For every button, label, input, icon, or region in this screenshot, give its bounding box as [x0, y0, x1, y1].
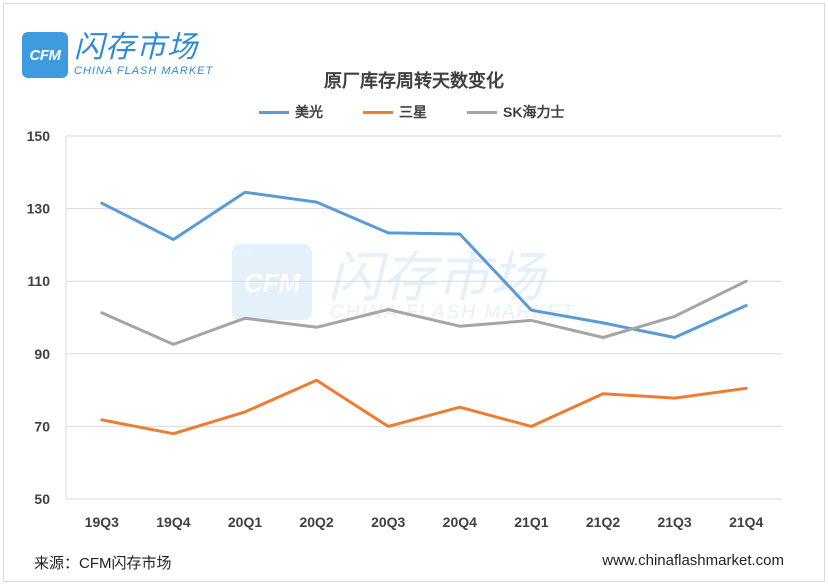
legend-item-skhynix: SK海力士 — [467, 102, 564, 122]
cfm-logo-cn-name: 闪存市场 — [74, 31, 198, 64]
x-tick-label: 20Q2 — [299, 514, 333, 530]
legend-label-skhynix: SK海力士 — [503, 104, 565, 120]
watermark-badge-text: CFM — [244, 268, 302, 298]
y-tick-label: 150 — [27, 128, 51, 144]
cfm-logo-en-name: CHINA FLASH MARKET — [74, 65, 214, 77]
website-url: www.chinaflashmarket.com — [602, 552, 784, 569]
series-lines — [100, 190, 748, 436]
chart-title: 原厂库存周转天数变化 — [324, 71, 504, 91]
legend-item-samsung: 三星 — [363, 102, 427, 122]
x-tick-label: 20Q3 — [371, 514, 405, 530]
x-tick-label: 19Q4 — [156, 514, 190, 530]
x-tick-label: 20Q1 — [228, 514, 262, 530]
x-tick-label: 21Q3 — [657, 514, 691, 530]
y-axis: 50 70 90 110 130 150 — [27, 128, 51, 507]
series-line-micron — [100, 190, 748, 339]
series-line-skhynix — [100, 279, 748, 346]
series-line-samsung — [100, 378, 748, 436]
x-tick-label: 21Q2 — [586, 514, 620, 530]
chart-frame: CFM 闪存市场 CHINA FLASH MARKET 原厂库存周转天数变化 美… — [3, 3, 825, 582]
legend-swatch-skhynix — [467, 110, 497, 114]
x-tick-label: 21Q1 — [514, 514, 548, 530]
y-tick-label: 90 — [34, 346, 50, 362]
x-tick-label: 20Q4 — [443, 514, 477, 530]
legend-label-samsung: 三星 — [399, 104, 427, 120]
legend-label-micron: 美光 — [295, 104, 323, 120]
watermark-badge — [232, 244, 312, 320]
cfm-logo: CFM 闪存市场 CHINA FLASH MARKET — [22, 32, 213, 78]
legend-swatch-micron — [259, 110, 289, 114]
watermark-en-name: CHINA FLASH MARKET — [330, 302, 575, 323]
x-tick-label: 19Q3 — [85, 514, 119, 530]
watermark-cn-name: 闪存市场 — [328, 246, 548, 309]
gridlines — [65, 135, 782, 500]
y-tick-label: 130 — [27, 201, 51, 217]
x-tick-label: 21Q4 — [729, 514, 763, 530]
cfm-logo-text: 闪存市场 CHINA FLASH MARKET — [74, 33, 213, 77]
chart-legend: 美光 三星 SK海力士 — [259, 102, 564, 122]
x-axis: 19Q3 19Q4 20Q1 20Q2 20Q3 20Q4 21Q1 21Q2 21Q3 21Q4 — [85, 514, 764, 530]
y-tick-label: 50 — [34, 491, 50, 507]
watermark: CFM 闪存市场 CHINA FLASH MARKET — [232, 244, 575, 323]
y-tick-label: 70 — [34, 418, 50, 434]
cfm-logo-badge: CFM — [22, 32, 68, 78]
y-tick-label: 110 — [27, 273, 50, 289]
source-note: 来源：CFM闪存市场 — [34, 555, 172, 572]
legend-swatch-samsung — [363, 110, 393, 114]
legend-item-micron: 美光 — [259, 102, 323, 122]
